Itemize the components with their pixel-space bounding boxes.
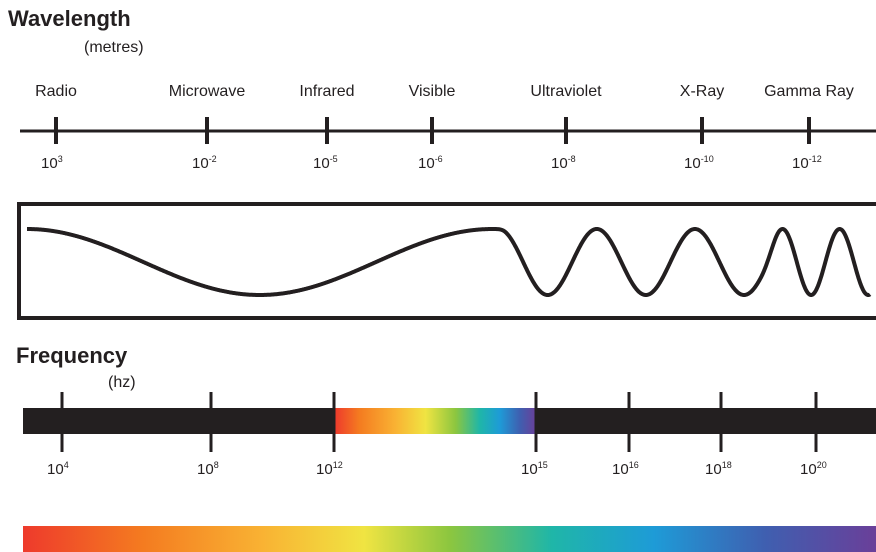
band-label-microwave: Microwave [168, 83, 246, 100]
band-label-gamma-ray: Gamma Ray [764, 83, 854, 100]
visible-spectrum-strip [23, 526, 876, 552]
band-label-visible: Visible [408, 83, 456, 100]
band-label-xray: X-Ray [679, 83, 725, 100]
wavelength-value-xray: 10-10 [684, 154, 714, 172]
wavelength-value-radio: 103 [41, 154, 63, 172]
wavelength-title: Wavelength [8, 6, 131, 31]
frequency-value: 104 [47, 460, 69, 478]
wave-curve [25, 227, 872, 297]
frequency-unit: (hz) [108, 374, 136, 391]
band-label-radio: Radio [35, 83, 77, 100]
wavelength-value-microwave: 10-2 [192, 154, 217, 172]
frequency-bar-visible [335, 408, 536, 434]
frequency-value: 108 [197, 460, 219, 478]
wavelength-value-gamma-ray: 10-12 [792, 154, 822, 172]
band-label-infrared: Infrared [299, 83, 355, 100]
frequency-value: 1020 [800, 460, 827, 478]
wavelength-value-visible: 10-6 [418, 154, 443, 172]
wavelength-value-ultraviolet: 10-8 [551, 154, 576, 172]
wavelength-unit: (metres) [84, 39, 144, 56]
frequency-ticks [60, 392, 818, 452]
wavelength-ticks [54, 117, 811, 144]
frequency-value: 1015 [521, 460, 548, 478]
frequency-bar-low [23, 408, 335, 434]
wave-box [17, 202, 876, 320]
wavelength-value-infrared: 10-5 [313, 154, 338, 172]
frequency-value: 1016 [612, 460, 639, 478]
frequency-bar-high [536, 408, 876, 434]
frequency-value: 1012 [316, 460, 343, 478]
frequency-value: 1018 [705, 460, 732, 478]
band-label-ultraviolet: Ultraviolet [530, 83, 602, 100]
frequency-title: Frequency [16, 343, 128, 368]
